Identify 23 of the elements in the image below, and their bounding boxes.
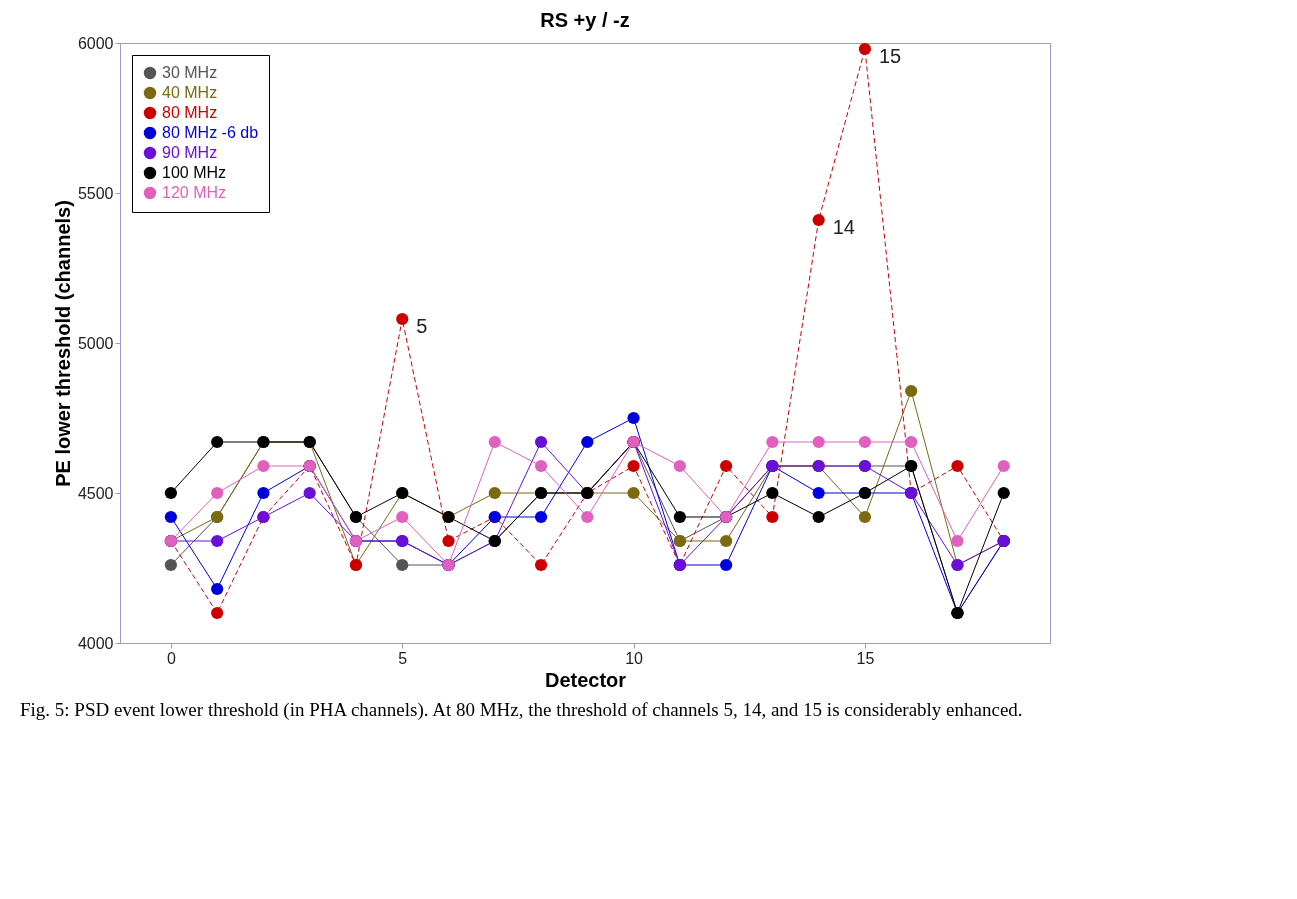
annotation: 14 (832, 216, 855, 238)
x-axis-title: Detector (544, 668, 627, 691)
x-tick-label: 0 (166, 649, 176, 667)
legend-label: 90 MHz (162, 144, 218, 161)
x-tick-label: 10 (625, 649, 644, 667)
legend-label: 30 MHz (162, 64, 218, 81)
x-tick-label: 5 (398, 649, 408, 667)
caption: Fig. 5: PSD event lower threshold (in PHA channels). At 80 MHz, the threshold of channels 5, 14, and 15 is considerably enhanced. (20, 699, 1023, 721)
annotation: 15 (878, 45, 902, 67)
legend-label: 80 MHz -6 db (162, 124, 259, 141)
y-tick-label: 4500 (77, 484, 114, 502)
legend-label: 40 MHz (162, 84, 218, 101)
annotation: 5 (416, 315, 428, 337)
y-tick-label: 6000 (77, 34, 114, 52)
y-tick-label: 5000 (77, 334, 114, 352)
y-tick-label: 5500 (77, 184, 114, 202)
y-axis-title: PE lower threshold (channels) (51, 200, 74, 487)
y-tick-label: 4000 (77, 634, 114, 652)
legend-label: 80 MHz (162, 104, 218, 121)
x-tick-label: 15 (856, 649, 875, 667)
chart-title: RS +y / -z (540, 9, 630, 31)
legend-label: 120 MHz (162, 184, 227, 201)
legend-label: 100 MHz (162, 164, 227, 181)
